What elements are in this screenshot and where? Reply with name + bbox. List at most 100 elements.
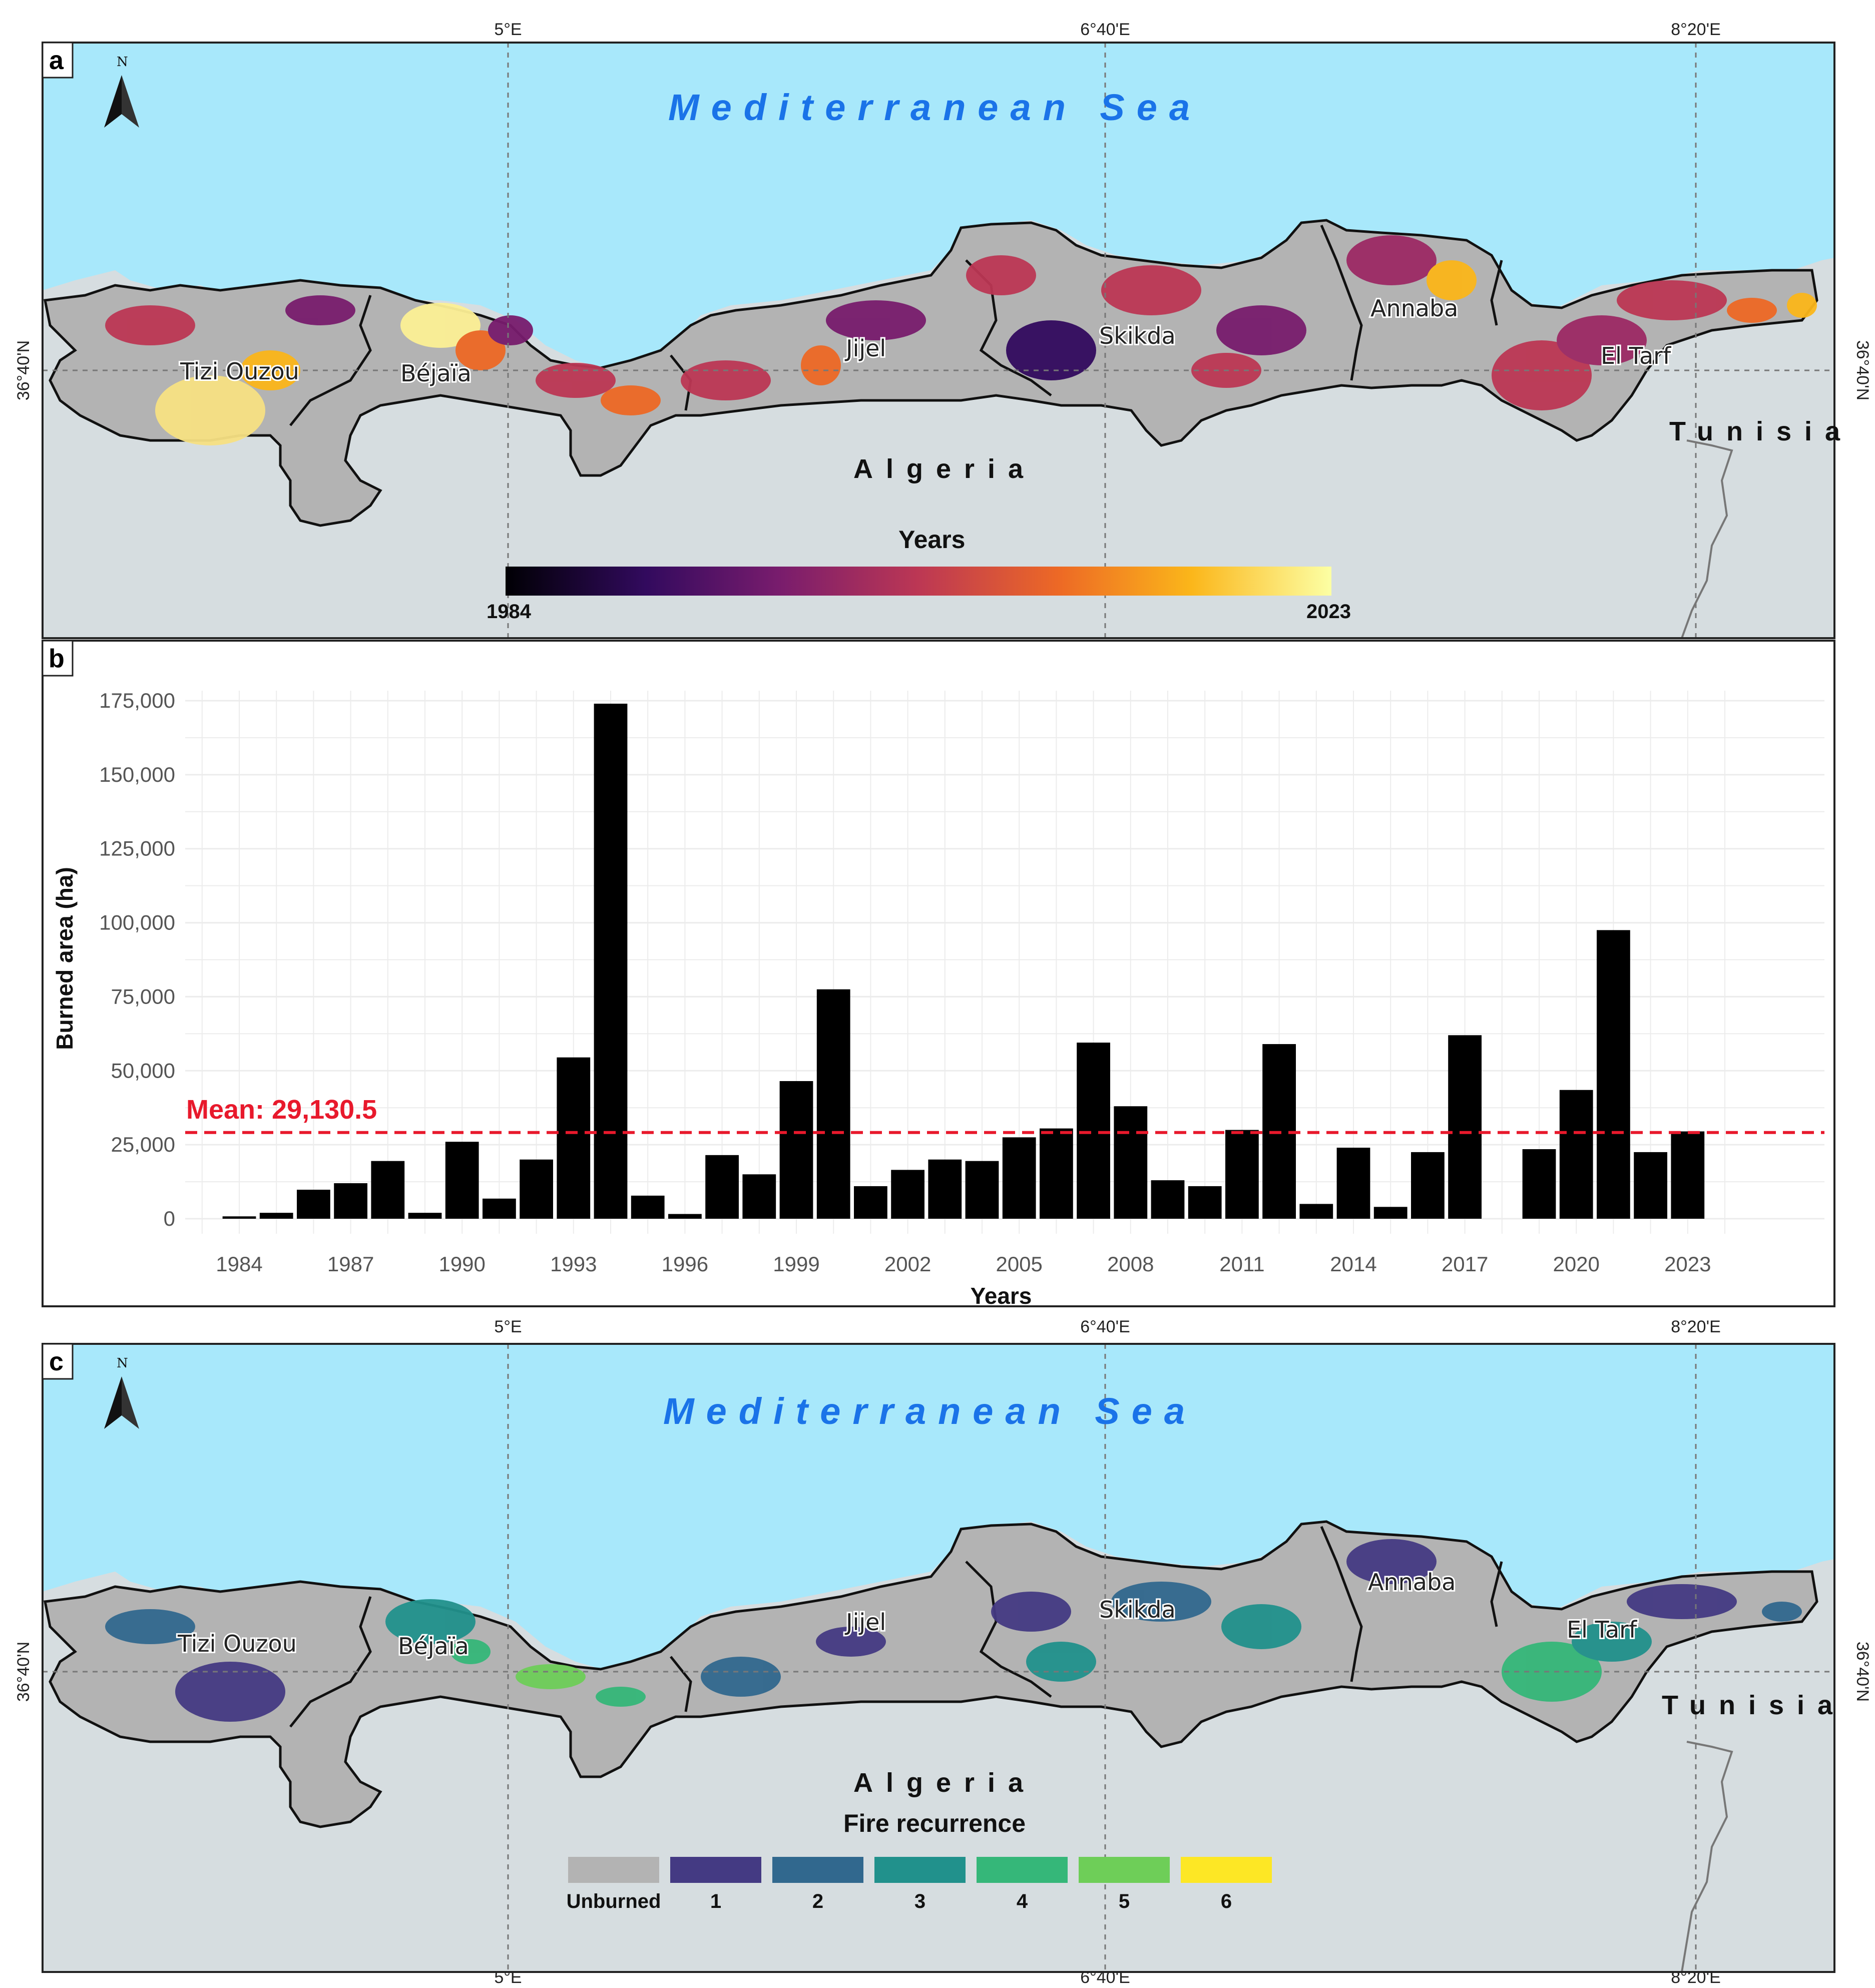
panel-c-letter-box xyxy=(42,1343,74,1380)
recurrence-legend: Unburned 1 2 3 4 5 6 xyxy=(567,1857,1272,1912)
x-tick-label: 1990 xyxy=(438,1252,485,1276)
region-label-el-tarf: El Tarf xyxy=(1601,342,1672,369)
bar-2019 xyxy=(1522,1149,1556,1219)
bar-2014 xyxy=(1336,1148,1370,1219)
svg-text:5°E: 5°E xyxy=(494,1968,522,1987)
bar-1991 xyxy=(483,1198,516,1219)
legend-swatch-2 xyxy=(772,1857,863,1883)
y-tick-label: 100,000 xyxy=(99,911,175,934)
bar-1992 xyxy=(520,1159,553,1219)
bar-2002 xyxy=(891,1170,924,1219)
panel-c-lat-label-right: 36°40'N xyxy=(1853,1642,1872,1702)
svg-text:8°20'E: 8°20'E xyxy=(1671,1968,1721,1987)
bar-1986 xyxy=(297,1190,330,1219)
bar-1989 xyxy=(408,1213,442,1219)
panel-c-lon-labels-bottom: 5°E 6°40'E 8°20'E xyxy=(494,1968,1720,1987)
region-label-skikda: Skikda xyxy=(1099,322,1176,349)
bar-2016 xyxy=(1411,1152,1445,1219)
region-label-c-el-tarf: El Tarf xyxy=(1567,1616,1638,1643)
legend-label: 4 xyxy=(1017,1890,1028,1912)
x-tick-label: 2017 xyxy=(1442,1252,1488,1276)
x-tick-label: 1999 xyxy=(773,1252,819,1276)
region-label-tizi-ouzou: Tizi Ouzou xyxy=(180,358,299,385)
region-label-c-jijel: Jijel xyxy=(844,1609,886,1636)
x-tick-label: 1987 xyxy=(327,1252,374,1276)
x-tick-label: 2020 xyxy=(1553,1252,1599,1276)
chart-x-axis-title: Years xyxy=(971,1283,1032,1309)
panel-c-lat-label-left: 36°40'N xyxy=(14,1642,33,1702)
bar-2005 xyxy=(1002,1137,1036,1219)
bar-2015 xyxy=(1373,1207,1408,1219)
bar-2008 xyxy=(1114,1106,1148,1219)
legend-colorbar xyxy=(506,567,1331,596)
bar-1994 xyxy=(594,703,628,1219)
panel-a-tunisia-border xyxy=(1681,439,1733,639)
region-label-annaba: Annaba xyxy=(1370,295,1458,322)
y-tick-label: 150,000 xyxy=(99,763,175,786)
svg-text:N: N xyxy=(117,1356,128,1371)
panel-b-letter: b xyxy=(49,644,65,673)
chart-y-ticks: 0 25,000 50,000 75,000 100,000 125,000 150,000… xyxy=(99,689,175,1230)
legend-label: 6 xyxy=(1221,1890,1232,1912)
legend-label: Unburned xyxy=(567,1890,661,1912)
panel-a-letter: a xyxy=(49,46,64,75)
bar-2020 xyxy=(1559,1090,1593,1219)
panel-a-graticule xyxy=(43,43,1834,638)
bar-1990 xyxy=(445,1142,479,1219)
legend-swatch-5 xyxy=(1079,1857,1170,1883)
legend-title-years: Years xyxy=(898,526,965,554)
bar-2017 xyxy=(1448,1035,1482,1219)
panel-c-tunisia-border xyxy=(1681,1741,1733,1972)
bar-1988 xyxy=(371,1161,405,1219)
legend-swatch-1 xyxy=(670,1857,761,1883)
bar-2004 xyxy=(965,1161,999,1219)
panel-c-study-area xyxy=(44,1520,1818,1828)
legend-max-label: 2023 xyxy=(1306,601,1351,623)
y-tick-label: 0 xyxy=(164,1207,175,1230)
legend-swatch-3 xyxy=(874,1857,966,1883)
svg-text:8°20'E: 8°20'E xyxy=(1671,20,1721,39)
panel-c-recurrence-patches xyxy=(105,1539,1802,1722)
country-label-c: Algeria xyxy=(853,1768,1036,1798)
bar-1996 xyxy=(668,1214,702,1219)
panel-b-chart: b 0 25,000 50,000 75,000 100,000 125,000 150,0… xyxy=(42,640,1835,1309)
north-arrow-icon: N xyxy=(104,55,139,128)
bar-1987 xyxy=(334,1183,367,1219)
panel-a-burned-patches xyxy=(105,235,1817,445)
region-label-c-tizi-ouzou: Tizi Ouzou xyxy=(177,1630,297,1657)
legend-swatch-6 xyxy=(1181,1857,1272,1883)
panel-a-map: Mediterranean Sea Algeria Tunisia Tizi O… xyxy=(42,42,1853,639)
bar-2001 xyxy=(854,1186,887,1219)
x-tick-label: 1993 xyxy=(550,1252,597,1276)
bar-1999 xyxy=(779,1081,813,1219)
legend-swatch-4 xyxy=(977,1857,1068,1883)
panel-b-letter-box xyxy=(42,640,74,677)
svg-text:5°E: 5°E xyxy=(494,20,522,39)
svg-text:N: N xyxy=(117,55,128,70)
bar-2006 xyxy=(1040,1128,1073,1219)
panel-a-lat-label-left: 36°40'N xyxy=(14,340,33,400)
legend-label: 2 xyxy=(812,1890,823,1912)
bar-1995 xyxy=(631,1195,665,1219)
region-label-bejaia: Béjaïa xyxy=(400,360,472,387)
panel-a-study-area xyxy=(44,219,1818,527)
bar-1993 xyxy=(557,1057,591,1219)
legend-title-fire-recurrence: Fire recurrence xyxy=(843,1809,1026,1837)
chart-y-axis-title: Burned area (ha) xyxy=(52,867,78,1050)
sea-label-c: Mediterranean Sea xyxy=(663,1390,1197,1432)
bar-2022 xyxy=(1634,1152,1667,1219)
bar-2007 xyxy=(1077,1043,1110,1219)
panel-c-map: Mediterranean Sea Algeria Tunisia Tizi O… xyxy=(42,1343,1835,1973)
panel-c-lon-labels-top: 5°E 6°40'E 8°20'E xyxy=(494,1317,1720,1336)
x-tick-label: 1996 xyxy=(662,1252,708,1276)
panel-a-letter-box xyxy=(42,42,74,79)
bar-1984 xyxy=(222,1216,256,1219)
region-label-c-bejaia: Béjaïa xyxy=(398,1633,469,1660)
bar-2009 xyxy=(1151,1180,1185,1219)
panel-a-lat-label-right: 36°40'N xyxy=(1853,340,1872,400)
svg-text:8°20'E: 8°20'E xyxy=(1671,1317,1721,1336)
bar-2023 xyxy=(1671,1131,1705,1219)
y-tick-label: 125,000 xyxy=(99,837,175,860)
neighbor-label: Tunisia xyxy=(1669,416,1853,446)
